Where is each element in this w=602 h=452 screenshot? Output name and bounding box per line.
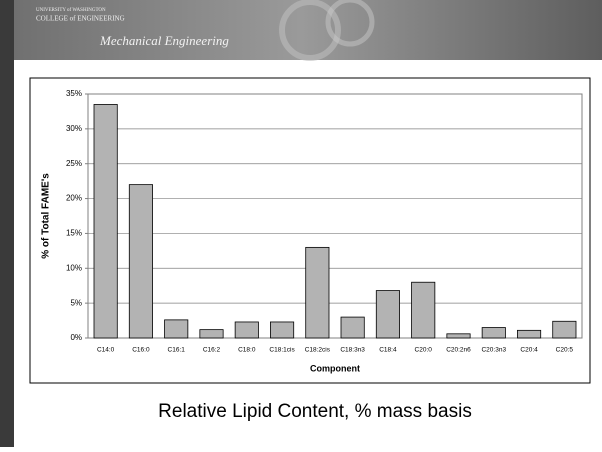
x-tick-label: C20:3n3 bbox=[481, 347, 506, 354]
x-tick-label: C20:4 bbox=[520, 347, 538, 354]
bar bbox=[164, 319, 189, 339]
x-tick-label: C16:0 bbox=[132, 347, 150, 354]
y-tick-label: 20% bbox=[66, 194, 82, 203]
x-tick-label: C20:5 bbox=[556, 347, 574, 354]
plot-area bbox=[87, 93, 583, 339]
x-tick-label: C18:1cis bbox=[269, 347, 295, 354]
x-tick-label: C20:0 bbox=[415, 347, 433, 354]
x-tick-label: C18:3n3 bbox=[340, 347, 365, 354]
bar bbox=[481, 327, 506, 339]
x-tick-label: C14:0 bbox=[97, 347, 115, 354]
bar bbox=[446, 333, 471, 339]
x-tick-label: C18:0 bbox=[238, 347, 256, 354]
bar bbox=[93, 104, 118, 339]
y-tick-label: 5% bbox=[70, 298, 82, 307]
bar bbox=[340, 316, 365, 339]
x-axis-label: Component bbox=[310, 363, 360, 373]
y-tick-label: 15% bbox=[66, 229, 82, 238]
caption: Relative Lipid Content, % mass basis bbox=[158, 401, 472, 422]
bar bbox=[517, 329, 542, 339]
y-axis-label: % of Total FAME's bbox=[41, 173, 52, 259]
y-tick-label: 25% bbox=[66, 159, 82, 168]
header-band bbox=[0, 0, 602, 60]
y-tick-label: 30% bbox=[66, 124, 82, 133]
university: UNIVERSITY of WASHINGTON bbox=[36, 8, 106, 13]
x-tick-label: C18:2cis bbox=[305, 347, 331, 354]
gear bbox=[279, 0, 341, 61]
gear bbox=[325, 0, 375, 47]
y-tick-label: 35% bbox=[66, 89, 82, 98]
x-tick-label: C16:2 bbox=[203, 347, 221, 354]
bar bbox=[411, 281, 436, 339]
bar bbox=[199, 329, 224, 339]
department: Mechanical Engineering bbox=[99, 33, 229, 48]
x-tick-label: C16:1 bbox=[168, 347, 186, 354]
bar bbox=[128, 184, 153, 339]
x-tick-label: C18:4 bbox=[379, 347, 397, 354]
left-strip bbox=[0, 0, 14, 447]
bar bbox=[375, 290, 400, 339]
bar bbox=[552, 320, 577, 339]
bar bbox=[305, 246, 330, 339]
x-tick-label: C20:2n6 bbox=[446, 347, 471, 354]
college: COLLEGE of ENGINEERING bbox=[36, 15, 125, 23]
y-tick-label: 10% bbox=[66, 263, 82, 272]
bar bbox=[270, 321, 295, 339]
bar bbox=[234, 321, 259, 339]
y-tick-label: 0% bbox=[70, 333, 82, 342]
